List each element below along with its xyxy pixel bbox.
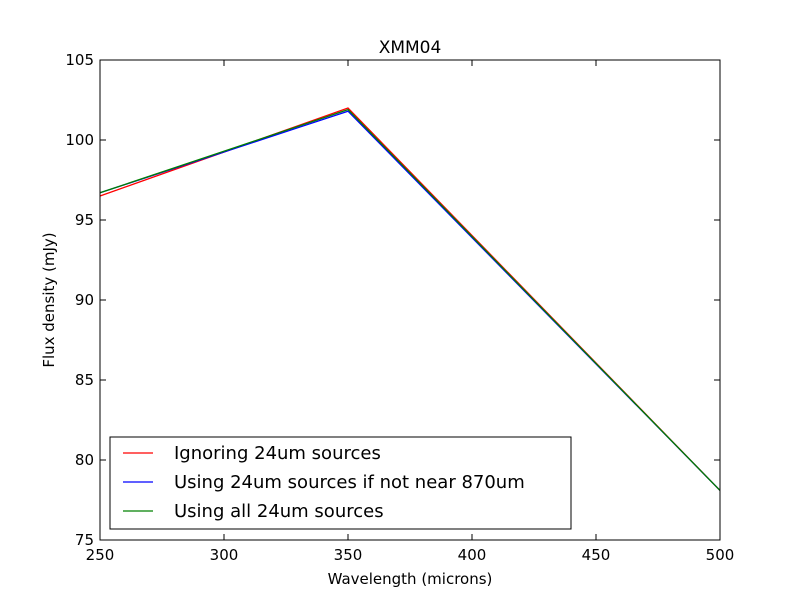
series-layer (99, 107, 721, 491)
y-tick-label: 90 (75, 291, 94, 309)
legend-label-1: Ignoring 24um sources (174, 443, 381, 464)
y-tick-label: 100 (65, 131, 94, 149)
legend-label-2: Using 24um sources if not near 870um (174, 472, 525, 493)
legend: Ignoring 24um sources Using 24um sources … (109, 436, 572, 530)
x-tick-label: 300 (210, 546, 239, 564)
y-tick-label: 95 (75, 211, 94, 229)
y-tick-label: 85 (75, 371, 94, 389)
series-line-3 (99, 108, 721, 491)
plot-frame (99, 59, 721, 541)
y-axis-label: Flux density (mJy) (40, 232, 58, 367)
legend-box (109, 436, 572, 530)
y-tick-label: 105 (65, 51, 94, 69)
ticks-layer: 250 300 350 400 450 500 75 80 85 90 95 100 105 (65, 51, 734, 564)
x-tick-label: 400 (458, 546, 487, 564)
x-tick-label: 450 (582, 546, 611, 564)
x-tick-label: 250 (86, 546, 115, 564)
chart-title: XMM04 (379, 38, 442, 58)
legend-label-3: Using all 24um sources (174, 501, 384, 522)
y-tick-label: 75 (75, 531, 94, 549)
x-tick-label: 350 (334, 546, 363, 564)
y-tick-label: 80 (75, 451, 94, 469)
x-tick-label: 500 (706, 546, 735, 564)
x-axis-label: Wavelength (microns) (328, 570, 493, 588)
